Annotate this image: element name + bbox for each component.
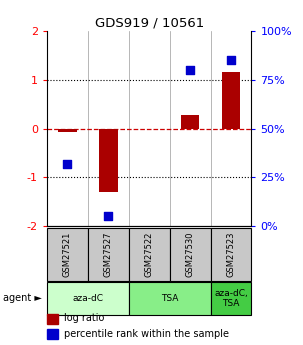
Text: aza-dC: aza-dC [72,294,103,303]
Bar [88,228,129,281]
Bar [211,228,251,281]
Text: aza-dC,
TSA: aza-dC, TSA [214,288,248,308]
Text: GSM27521: GSM27521 [63,232,72,277]
Bar [211,282,251,315]
Point [65,161,70,166]
Bar [58,128,77,132]
Title: GDS919 / 10561: GDS919 / 10561 [95,17,204,30]
Bar [222,72,240,128]
Point [228,58,233,63]
Bar [129,282,211,315]
Text: TSA: TSA [161,294,178,303]
Bar [47,329,58,339]
Text: log ratio: log ratio [64,313,105,323]
Text: GSM27530: GSM27530 [186,232,195,277]
Bar [170,228,211,281]
Bar [47,282,129,315]
Text: percentile rank within the sample: percentile rank within the sample [64,329,229,339]
Text: agent ►: agent ► [3,293,42,303]
Point [106,214,111,219]
Bar [181,115,199,128]
Bar [47,228,88,281]
Bar [99,128,118,192]
Point [188,67,193,73]
Bar [129,228,170,281]
Bar [47,314,58,324]
Text: GSM27523: GSM27523 [227,232,235,277]
Text: GSM27527: GSM27527 [104,232,113,277]
Text: GSM27522: GSM27522 [145,232,154,277]
